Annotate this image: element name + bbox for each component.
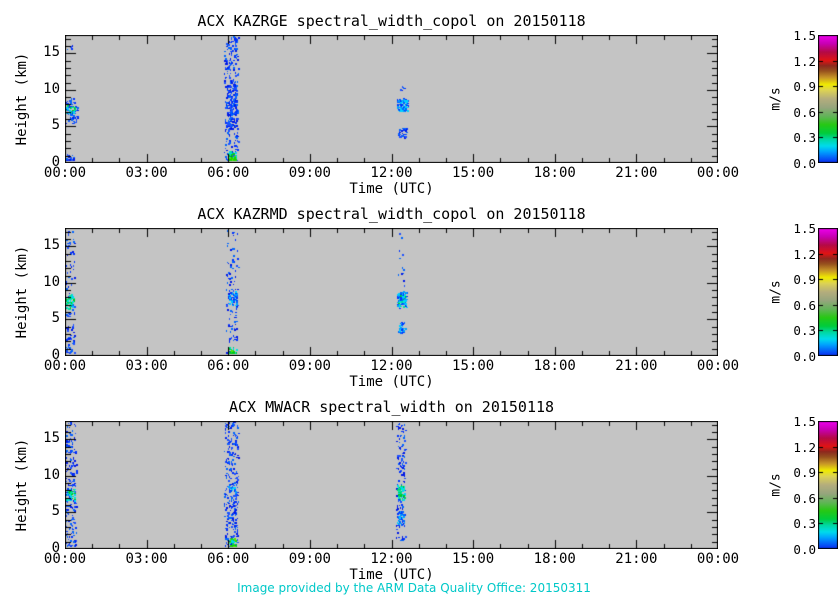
colorbar-unit-label: m/s [768, 473, 784, 497]
x-tick-label: 21:00 [615, 551, 658, 567]
colorbar-canvas [818, 228, 838, 356]
colorbar-tick-label: 1.5 [793, 414, 816, 429]
colorbar-tick-label: 0.3 [793, 516, 816, 532]
x-tick-label: 21:00 [615, 358, 658, 374]
x-tick-label: 03:00 [125, 358, 168, 374]
colorbar-tick-label: 1.2 [793, 53, 816, 69]
x-tick-label: 12:00 [370, 551, 413, 567]
y-tick-label: 5 [51, 503, 60, 520]
x-tick-label: 06:00 [207, 165, 250, 181]
colorbar-tick-label: 0.0 [793, 542, 816, 557]
x-tick-label: 00:00 [43, 358, 87, 374]
x-tick-label: 09:00 [288, 551, 331, 567]
x-tick-label: 09:00 [288, 165, 331, 181]
colorbar-tick-label: 0.0 [793, 349, 816, 364]
x-tick-label: 12:00 [370, 358, 413, 374]
colorbar-tick-label: 0.6 [793, 297, 816, 313]
x-tick-label: 06:00 [207, 551, 250, 567]
y-tick-label: 0 [51, 540, 60, 556]
colorbar-tick-label: 1.2 [793, 439, 816, 455]
colorbar-tick-label: 0.9 [793, 272, 816, 288]
x-tick-label: 15:00 [452, 165, 495, 181]
x-tick-label: 00:00 [43, 165, 87, 181]
x-tick-label: 12:00 [370, 165, 413, 181]
x-tick-label: 18:00 [533, 165, 576, 181]
y-tick-label: 0 [51, 154, 60, 170]
colorbar-tick-label: 0.0 [793, 156, 816, 171]
y-tick-label: 5 [51, 117, 60, 134]
panel-title: ACX KAZRGE spectral_width_copol on 20150… [197, 12, 586, 30]
x-tick-label: 03:00 [125, 165, 168, 181]
colorbar-unit-label: m/s [768, 280, 784, 304]
panel-title: ACX KAZRMD spectral_width_copol on 20150… [197, 205, 586, 223]
x-tick-label: 00:00 [43, 551, 87, 567]
x-tick-label: 06:00 [207, 358, 250, 374]
x-tick-label: 03:00 [125, 551, 168, 567]
x-tick-label: 00:00 [696, 165, 740, 181]
colorbar-canvas [818, 421, 838, 549]
x-axis-label: Time (UTC) [349, 567, 434, 583]
y-tick-label: 10 [43, 466, 60, 483]
x-axis-label: Time (UTC) [349, 374, 434, 390]
x-axis-label: Time (UTC) [349, 181, 434, 197]
colorbar-tick-label: 1.5 [793, 28, 816, 43]
y-tick-label: 10 [43, 80, 60, 97]
colorbar-tick-label: 0.6 [793, 490, 816, 506]
y-tick-label: 0 [51, 347, 60, 363]
x-tick-label: 15:00 [452, 551, 495, 567]
credit-text: Image provided by the ARM Data Quality O… [237, 581, 591, 595]
y-tick-label: 10 [43, 273, 60, 290]
colorbar-tick-label: 0.9 [793, 79, 816, 95]
plot-canvas [65, 228, 718, 356]
y-tick-label: 15 [43, 237, 60, 254]
x-tick-label: 21:00 [615, 165, 658, 181]
plot-canvas [65, 35, 718, 163]
y-tick-label: 5 [51, 310, 60, 327]
colorbar-tick-label: 0.3 [793, 130, 816, 146]
y-tick-label: 15 [43, 44, 60, 61]
colorbar-canvas [818, 35, 838, 163]
colorbar-tick-label: 0.3 [793, 323, 816, 339]
colorbar-tick-label: 0.6 [793, 104, 816, 120]
colorbar-tick-label: 0.9 [793, 465, 816, 481]
colorbar-tick-label: 1.5 [793, 221, 816, 236]
y-tick-label: 15 [43, 430, 60, 447]
x-tick-label: 09:00 [288, 358, 331, 374]
x-tick-label: 18:00 [533, 358, 576, 374]
plot-canvas [65, 421, 718, 549]
x-tick-label: 00:00 [696, 358, 740, 374]
x-tick-label: 18:00 [533, 551, 576, 567]
colorbar-tick-label: 1.2 [793, 246, 816, 262]
colorbar-unit-label: m/s [768, 87, 784, 111]
x-tick-label: 15:00 [452, 358, 495, 374]
x-tick-label: 00:00 [696, 551, 740, 567]
panel-title: ACX MWACR spectral_width on 20150118 [228, 398, 555, 416]
